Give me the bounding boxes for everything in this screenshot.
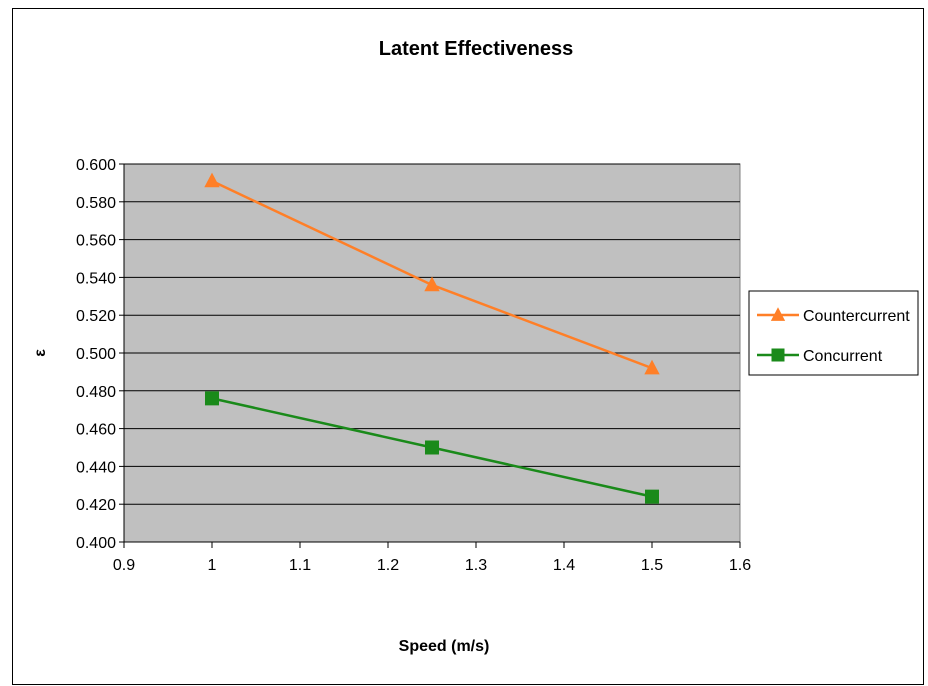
data-point-concurrent-0 [205, 391, 219, 406]
series-countercurrent [204, 172, 660, 375]
y-tick-label-0.600: 0.600 [76, 157, 116, 174]
axes: 0.400 0.420 0.440 0.460 0.480 0.500 0.520 0.540… [76, 157, 751, 574]
x-tick-label-1.1: 1.1 [289, 557, 311, 574]
x-tick-label-1.6: 1.6 [729, 557, 751, 574]
y-tick-label-0.420: 0.420 [76, 497, 116, 514]
y-tick-label-0.460: 0.460 [76, 422, 116, 439]
x-tick-label-0.9: 0.9 [113, 557, 135, 574]
y-axis-title: ε [32, 349, 49, 357]
chart-frame: Latent Effectiveness 0.400 0.420 0.440 0.46… [12, 8, 924, 685]
x-tick-label-1.2: 1.2 [377, 557, 399, 574]
x-tick-label-1.5: 1.5 [641, 557, 663, 574]
legend: Countercurrent Concurrent [748, 290, 919, 376]
y-tick-label-0.520: 0.520 [76, 308, 116, 325]
legend-marker-concurrent [771, 348, 785, 362]
legend-marker-countercurrent [770, 307, 786, 321]
series [204, 172, 660, 504]
latent-effectiveness-chart: Latent Effectiveness 0.400 0.420 0.440 0.46… [32, 38, 919, 655]
y-tick-label-0.580: 0.580 [76, 195, 116, 212]
x-tick-label-1: 1 [208, 557, 217, 574]
x-tick-label-1.3: 1.3 [465, 557, 487, 574]
series-concurrent [205, 391, 659, 504]
y-tick-label-0.480: 0.480 [76, 384, 116, 401]
y-tick-label-0.440: 0.440 [76, 459, 116, 476]
legend-label-concurrent: Concurrent [803, 348, 883, 365]
data-point-countercurrent-1 [424, 276, 440, 292]
data-point-concurrent-1 [425, 440, 439, 455]
y-tick-label-0.400: 0.400 [76, 535, 116, 552]
y-tick-label-0.500: 0.500 [76, 346, 116, 363]
y-tick-label-0.560: 0.560 [76, 233, 116, 250]
y-tick-label-0.540: 0.540 [76, 270, 116, 287]
data-point-countercurrent-2 [644, 359, 660, 375]
x-axis-title: Speed (m/s) [399, 638, 490, 655]
legend-label-countercurrent: Countercurrent [803, 308, 910, 325]
data-point-concurrent-2 [645, 489, 659, 504]
x-tick-label-1.4: 1.4 [553, 557, 575, 574]
data-point-countercurrent-0 [204, 172, 220, 188]
chart-title: Latent Effectiveness [379, 38, 574, 60]
gridlines [124, 163, 740, 505]
